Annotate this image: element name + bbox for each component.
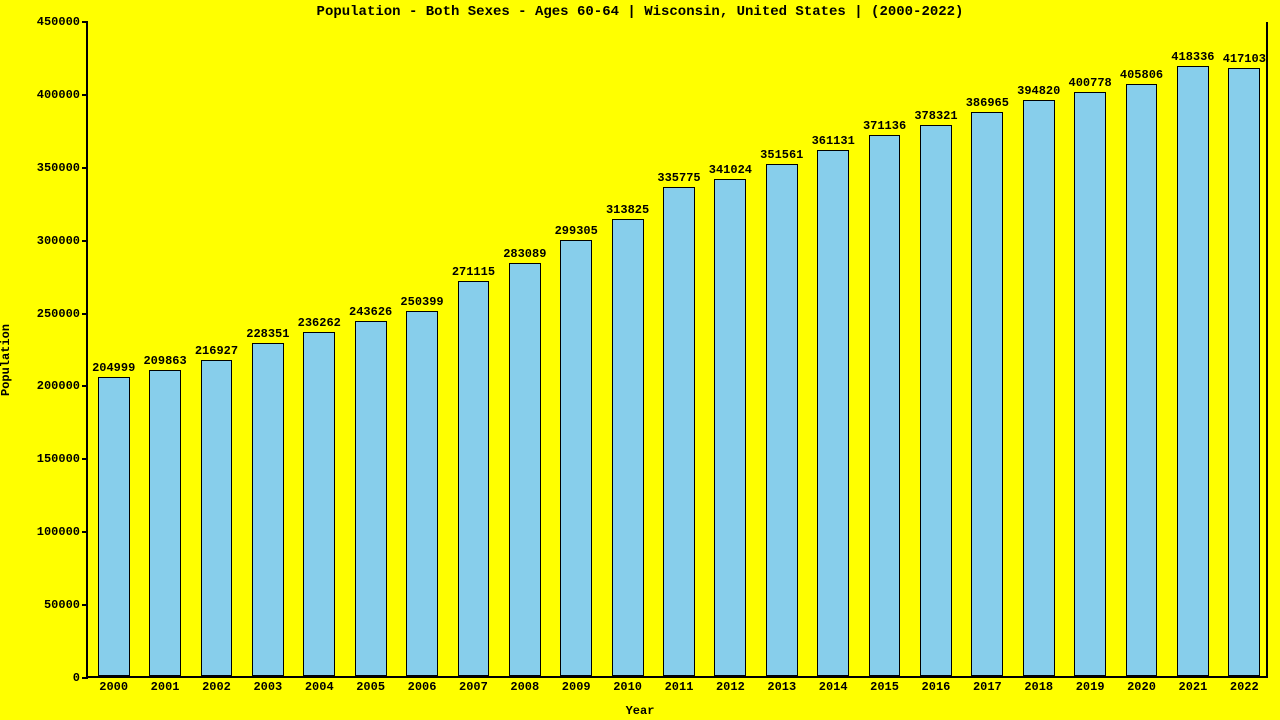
bar xyxy=(1126,84,1158,676)
bar xyxy=(817,150,849,676)
x-tick-label: 2019 xyxy=(1076,676,1105,694)
bar-value-label: 361131 xyxy=(812,134,855,148)
bar xyxy=(714,179,746,676)
x-tick-label: 2005 xyxy=(356,676,385,694)
bar xyxy=(663,187,695,676)
y-tick-label: 450000 xyxy=(37,15,88,29)
y-tick-label: 300000 xyxy=(37,234,88,248)
x-tick-label: 2021 xyxy=(1179,676,1208,694)
bar-value-label: 400778 xyxy=(1069,76,1112,90)
x-tick-label: 2002 xyxy=(202,676,231,694)
bar-value-label: 299305 xyxy=(555,224,598,238)
bar-value-label: 394820 xyxy=(1017,84,1060,98)
y-tick-label: 50000 xyxy=(44,598,88,612)
bar-value-label: 313825 xyxy=(606,203,649,217)
bar xyxy=(766,164,798,676)
bar xyxy=(303,332,335,676)
bar-value-label: 335775 xyxy=(657,171,700,185)
bar xyxy=(869,135,901,676)
bar xyxy=(560,240,592,676)
bar-value-label: 283089 xyxy=(503,247,546,261)
x-tick-label: 2000 xyxy=(99,676,128,694)
x-tick-label: 2012 xyxy=(716,676,745,694)
chart-title: Population - Both Sexes - Ages 60-64 | W… xyxy=(0,4,1280,20)
bar-value-label: 209863 xyxy=(143,354,186,368)
y-tick-label: 250000 xyxy=(37,307,88,321)
bar xyxy=(149,370,181,676)
bar-value-label: 228351 xyxy=(246,327,289,341)
bar xyxy=(458,281,490,676)
x-tick-label: 2022 xyxy=(1230,676,1259,694)
bar-value-label: 405806 xyxy=(1120,68,1163,82)
bar xyxy=(406,311,438,676)
x-tick-label: 2006 xyxy=(408,676,437,694)
bar xyxy=(201,360,233,676)
x-tick-label: 2017 xyxy=(973,676,1002,694)
x-tick-label: 2018 xyxy=(1024,676,1053,694)
bar xyxy=(355,321,387,676)
y-axis-label: Population xyxy=(0,324,13,396)
plot-area: 0500001000001500002000002500003000003500… xyxy=(86,22,1268,678)
x-tick-label: 2009 xyxy=(562,676,591,694)
x-tick-label: 2013 xyxy=(767,676,796,694)
bar-value-label: 341024 xyxy=(709,163,752,177)
bar xyxy=(1023,100,1055,676)
x-tick-label: 2014 xyxy=(819,676,848,694)
x-tick-label: 2010 xyxy=(613,676,642,694)
chart-page: Population - Both Sexes - Ages 60-64 | W… xyxy=(0,0,1280,720)
bar-value-label: 216927 xyxy=(195,344,238,358)
bar xyxy=(1228,68,1260,676)
bar-value-label: 418336 xyxy=(1171,50,1214,64)
bar xyxy=(509,263,541,676)
x-tick-label: 2020 xyxy=(1127,676,1156,694)
bar xyxy=(971,112,1003,676)
y-tick-label: 200000 xyxy=(37,379,88,393)
bar xyxy=(1074,92,1106,676)
bar-value-label: 386965 xyxy=(966,96,1009,110)
y-tick-label: 100000 xyxy=(37,525,88,539)
x-tick-label: 2015 xyxy=(870,676,899,694)
x-tick-label: 2016 xyxy=(922,676,951,694)
bar-value-label: 417103 xyxy=(1223,52,1266,66)
bar-value-label: 371136 xyxy=(863,119,906,133)
x-tick-label: 2001 xyxy=(151,676,180,694)
x-tick-label: 2004 xyxy=(305,676,334,694)
bar-value-label: 378321 xyxy=(914,109,957,123)
y-tick-label: 150000 xyxy=(37,452,88,466)
bar-value-label: 236262 xyxy=(298,316,341,330)
bar-value-label: 351561 xyxy=(760,148,803,162)
y-tick-label: 0 xyxy=(73,671,88,685)
bar xyxy=(252,343,284,676)
bar-value-label: 243626 xyxy=(349,305,392,319)
x-tick-label: 2008 xyxy=(510,676,539,694)
y-tick-label: 400000 xyxy=(37,88,88,102)
x-tick-label: 2011 xyxy=(665,676,694,694)
bar xyxy=(612,219,644,676)
x-tick-label: 2003 xyxy=(253,676,282,694)
y-tick-label: 350000 xyxy=(37,161,88,175)
x-axis-label: Year xyxy=(0,704,1280,718)
bar xyxy=(920,125,952,677)
bar xyxy=(1177,66,1209,676)
bar-value-label: 250399 xyxy=(400,295,443,309)
bar-value-label: 204999 xyxy=(92,361,135,375)
bar-value-label: 271115 xyxy=(452,265,495,279)
bar xyxy=(98,377,130,676)
x-tick-label: 2007 xyxy=(459,676,488,694)
